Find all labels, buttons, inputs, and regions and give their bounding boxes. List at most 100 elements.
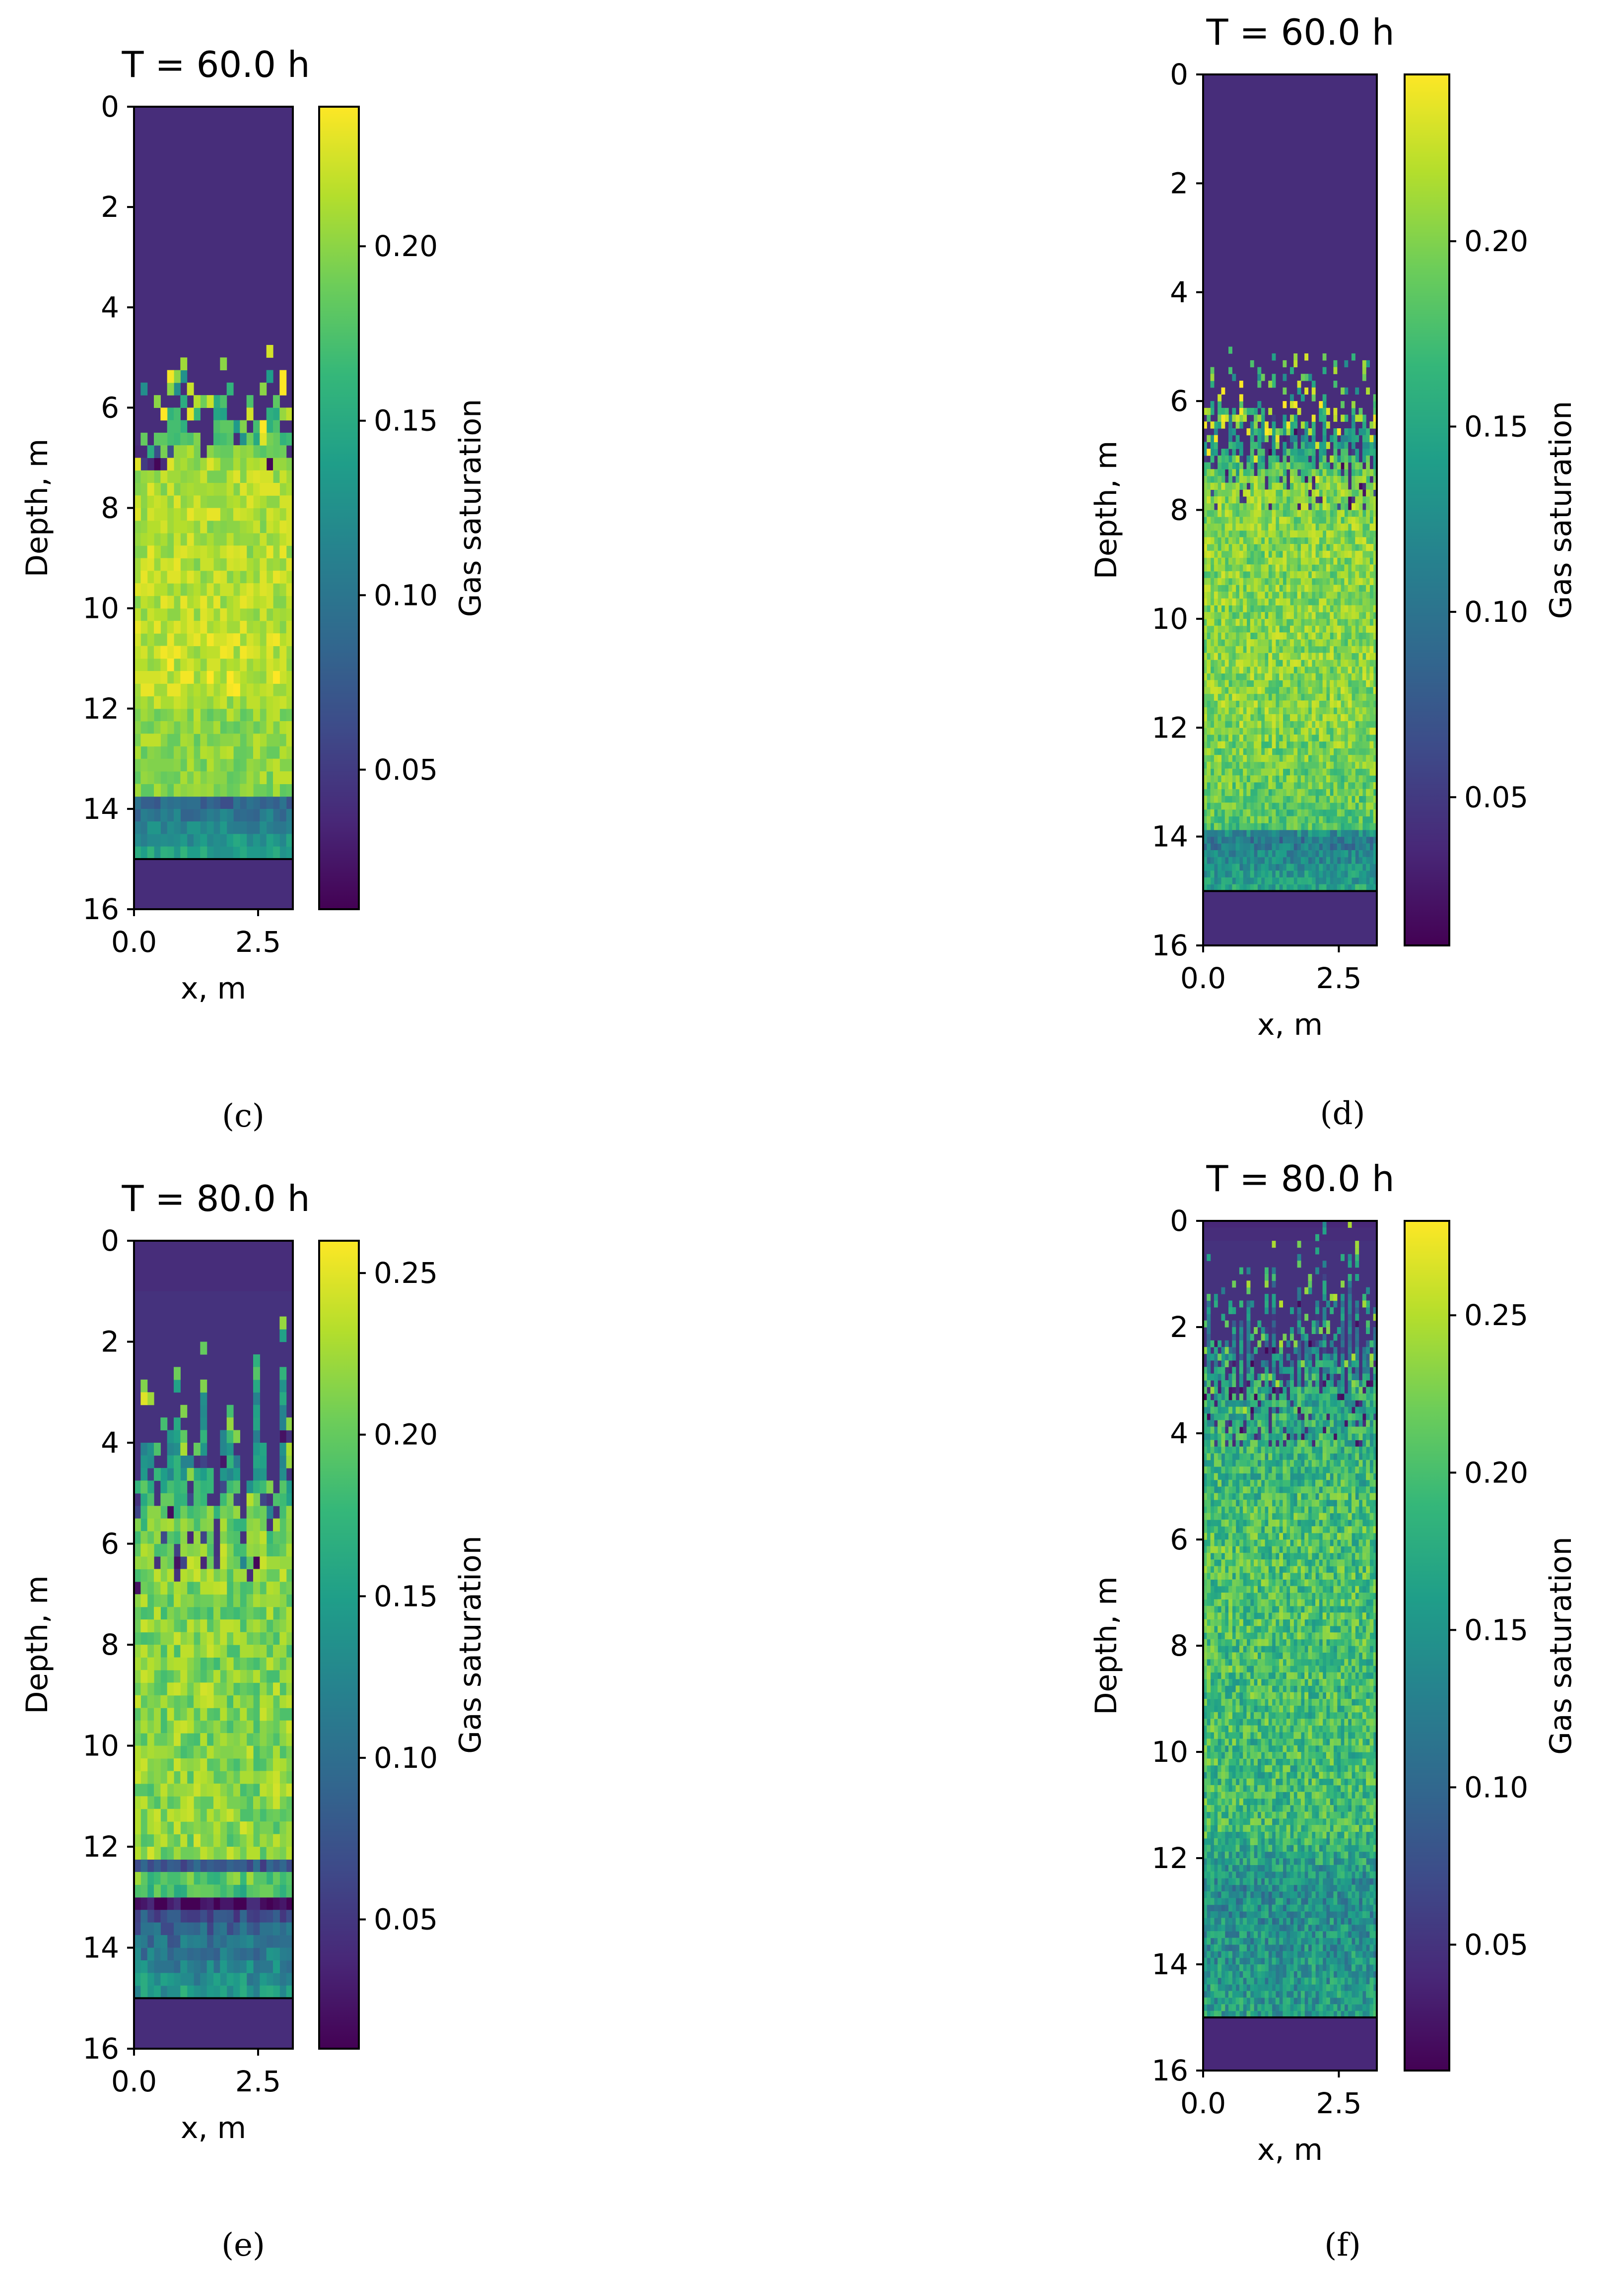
y-axis-label: Depth, m — [1089, 441, 1124, 579]
colorbar-label: Gas saturation — [1544, 401, 1578, 619]
heatmap-cells — [200, 1859, 293, 1973]
x-axis-label: x, m — [181, 971, 246, 1006]
colorbar-tick-label: 0.05 — [1464, 780, 1528, 814]
heatmap-cells — [1210, 836, 1374, 851]
y-tick-label: 2 — [101, 190, 119, 224]
colorbar-label: Gas saturation — [453, 399, 488, 617]
heatmap-cells — [134, 808, 273, 847]
panel-caption: (d) — [1320, 1095, 1365, 1132]
heatmap-cells — [134, 432, 293, 684]
heatmap-cells — [134, 1392, 293, 1885]
colorbar-tick-label: 0.15 — [1464, 409, 1528, 443]
panel-d: 0 2 4 6 8 10 12 14 160.0 2.5 x, m Depth, m T = 60.0 … — [1089, 11, 1578, 1132]
heatmap-cells — [1210, 462, 1243, 511]
y-tick-label: 10 — [1151, 1735, 1188, 1769]
panel-caption: (c) — [222, 1098, 265, 1135]
heatmap-cells — [134, 1316, 293, 1885]
chart-title: T = 80.0 h — [122, 1178, 310, 1219]
heatmap-cells — [1203, 1294, 1377, 1865]
heatmap-cells — [140, 1392, 148, 1406]
colorbar — [318, 106, 360, 910]
heatmap-cells — [1203, 1307, 1377, 2018]
x-tick-label: 2.5 — [235, 2065, 281, 2098]
colorbar-tick-label: 0.10 — [374, 578, 438, 612]
panel-e: 0 2 4 6 8 10 12 14 160.0 2.5 x, m Depth, m T = 80.0 … — [20, 1178, 488, 2264]
heatmap-cells — [154, 1922, 287, 1986]
x-tick-label: 0.0 — [111, 2065, 157, 2098]
colorbar-tick-label: 0.20 — [1464, 1456, 1528, 1489]
heatmap-cells — [160, 370, 287, 697]
heatmap-cells — [134, 382, 293, 709]
heatmap-cells — [134, 1493, 293, 1860]
y-tick-label: 10 — [82, 592, 119, 625]
x-axis-label: x, m — [181, 2111, 246, 2145]
heatmap-cells — [1203, 360, 1377, 817]
y-tick-label: 8 — [101, 1628, 119, 1662]
heatmap-cells — [167, 407, 260, 446]
heatmap-cells — [187, 1859, 267, 1923]
y-tick-label: 14 — [82, 792, 119, 826]
panel-caption: (e) — [221, 2227, 265, 2264]
y-tick-label: 4 — [1170, 275, 1188, 309]
heatmap-cells — [1210, 442, 1301, 497]
colorbar-label: Gas saturation — [453, 1536, 488, 1754]
y-tick-label: 10 — [1151, 602, 1188, 636]
heatmap-cells — [140, 1859, 287, 1973]
x-tick-label: 0.0 — [1180, 961, 1226, 995]
colorbar-tick-label: 0.15 — [374, 1579, 438, 1613]
colorbar-tick-label: 0.05 — [374, 753, 438, 787]
colorbar-tick-label: 0.25 — [1464, 1298, 1528, 1332]
colorbar-tick-label: 0.10 — [1464, 595, 1528, 629]
heatmap-cells — [154, 796, 207, 809]
heatmap-cells — [1203, 1261, 1377, 2018]
chart-title: T = 80.0 h — [1206, 1158, 1395, 1200]
heatmap-cells — [253, 1556, 260, 1569]
y-tick-label: 2 — [1170, 1310, 1188, 1344]
y-tick-label: 0 — [101, 90, 119, 124]
chart-title: T = 60.0 h — [122, 44, 310, 85]
heatmap-cells — [134, 1367, 287, 1999]
heatmap-cells — [1203, 1254, 1377, 2018]
x-axis-label: x, m — [1257, 1007, 1323, 1042]
colorbar-tick-label: 0.05 — [374, 1903, 438, 1937]
colorbar-tick-label: 0.20 — [374, 1418, 438, 1452]
heatmap-cells — [1214, 829, 1377, 878]
y-tick-label: 0 — [1170, 1204, 1188, 1238]
y-axis-label: Depth, m — [1089, 1576, 1124, 1715]
panel-c: 0 2 4 6 8 10 12 14 160.0 2.5 x, m Depth, m T = 60.0 … — [20, 44, 488, 1135]
y-tick-label: 12 — [82, 692, 119, 726]
heatmap-cells — [134, 107, 293, 910]
heatmap-cells — [1203, 394, 1377, 830]
heatmap-cells — [154, 1897, 293, 1910]
y-tick-label: 12 — [1151, 1841, 1188, 1875]
colorbar-tick-label: 0.15 — [374, 404, 438, 438]
panel-f: 0 2 4 6 8 10 12 14 160.0 2.5 x, m Depth, m T = 80.0 … — [1089, 1158, 1578, 2264]
heatmap-cells — [160, 1910, 293, 1923]
y-tick-label: 14 — [1151, 1947, 1188, 1981]
y-tick-label: 14 — [82, 1931, 119, 1965]
colorbar-tick-label: 0.05 — [1464, 1928, 1528, 1961]
y-tick-label: 16 — [82, 2032, 119, 2066]
colorbar-tick-label: 0.15 — [1464, 1613, 1528, 1647]
colorbar-tick-label: 0.20 — [374, 229, 438, 263]
panel-caption: (f) — [1324, 2227, 1361, 2264]
y-tick-label: 6 — [101, 1527, 119, 1561]
heatmap-cells — [134, 1405, 293, 1898]
colorbar — [318, 1240, 360, 2050]
heatmap-cells — [140, 1922, 287, 1986]
y-tick-label: 2 — [101, 1325, 119, 1359]
heatmap-cells — [1207, 1327, 1374, 2018]
y-tick-label: 4 — [101, 290, 119, 324]
heatmap-cells — [1203, 74, 1377, 946]
y-tick-label: 16 — [82, 892, 119, 926]
y-tick-label: 6 — [1170, 1523, 1188, 1556]
colorbar-tick-label: 0.20 — [1464, 224, 1528, 258]
heatmap-cells — [134, 808, 293, 847]
colorbar-tick-label: 0.25 — [374, 1256, 438, 1290]
heatmap-cells — [180, 796, 260, 822]
colorbar-tick-label: 0.10 — [1464, 1770, 1528, 1804]
y-tick-label: 4 — [1170, 1416, 1188, 1450]
heatmap-cells — [167, 1897, 214, 1910]
x-tick-label: 2.5 — [1316, 961, 1361, 995]
